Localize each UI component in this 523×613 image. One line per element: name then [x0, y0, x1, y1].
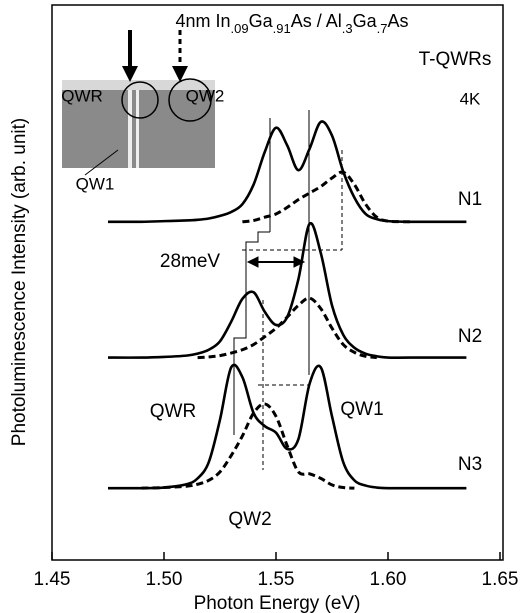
- x-tick-label: 1.45: [34, 569, 71, 590]
- annotation: 4K: [460, 89, 481, 108]
- curve: [108, 365, 466, 488]
- title-part: 4nm In: [176, 11, 231, 31]
- inset-stripe: [128, 90, 132, 168]
- chart: Photon Energy (eV) Photoluminescence Int…: [0, 0, 523, 613]
- title-part: .91: [273, 21, 291, 36]
- curve: [198, 298, 377, 357]
- annotation: QWR: [61, 86, 103, 105]
- chart-title: 4nm In.09Ga.91As / Al.3Ga.7As: [176, 11, 409, 36]
- arrow-head: [122, 66, 138, 82]
- title-part: As: [387, 11, 408, 31]
- title-part: As / Al: [291, 11, 342, 31]
- x-tick-label: 1.50: [146, 569, 183, 590]
- annotation: N2: [458, 326, 482, 347]
- annotation: QW2: [186, 86, 225, 105]
- title-part: .7: [377, 21, 388, 36]
- annotation: 28meV: [160, 251, 221, 272]
- curve: [242, 172, 410, 222]
- arrow-head: [248, 257, 258, 267]
- annotation: N1: [458, 189, 482, 210]
- annotation: QW2: [228, 509, 271, 530]
- y-axis-label: Photoluminescence Intensity (arb. unit): [9, 118, 30, 446]
- annotation: QW1: [340, 399, 383, 420]
- x-tick-label: 1.60: [370, 569, 407, 590]
- title-part: Ga: [249, 11, 274, 31]
- title-part: .3: [342, 21, 353, 36]
- annotation: QWR: [150, 401, 196, 422]
- title-part: Ga: [353, 11, 378, 31]
- title-part: .09: [231, 21, 249, 36]
- subtitle: T-QWRs: [419, 49, 492, 70]
- inset-stripe: [136, 90, 139, 168]
- curve: [108, 223, 466, 358]
- page: Photon Energy (eV) Photoluminescence Int…: [0, 0, 523, 613]
- x-tick-label: 1.55: [258, 569, 295, 590]
- x-tick-label: 1.65: [482, 569, 519, 590]
- annotation: QW1: [76, 174, 115, 193]
- x-axis-label: Photon Energy (eV): [194, 593, 361, 613]
- annotation: N3: [458, 454, 482, 475]
